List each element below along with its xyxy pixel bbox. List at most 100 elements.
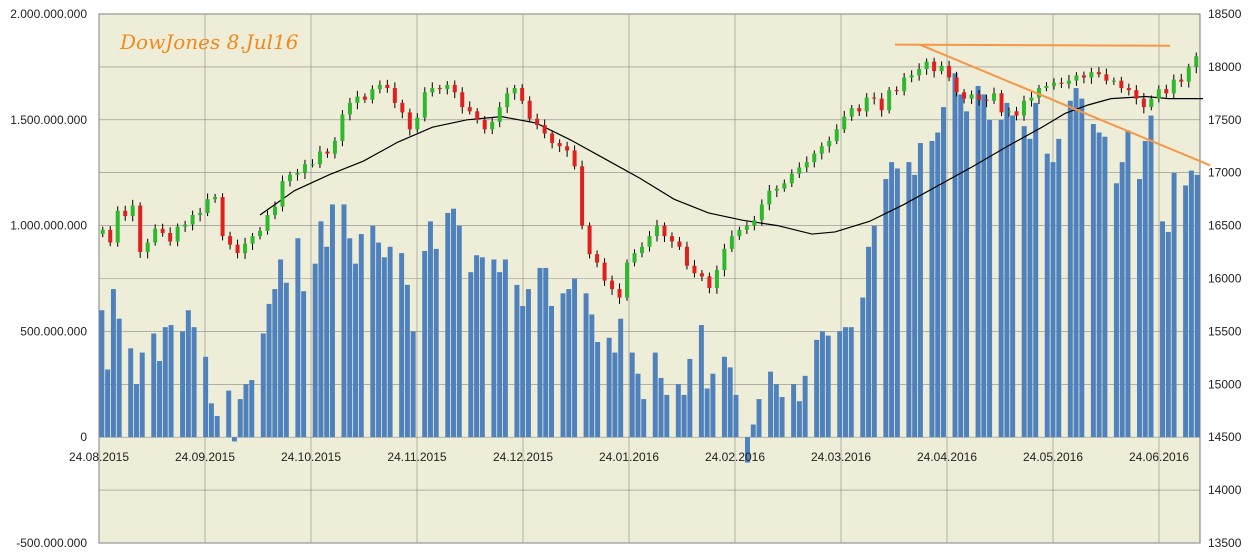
candle-body <box>632 253 637 263</box>
candle-body <box>699 273 704 277</box>
candle-body <box>527 100 532 119</box>
candle-body <box>1007 111 1012 113</box>
volume-bar <box>929 140 935 438</box>
volume-bar <box>894 168 900 438</box>
candle-body <box>602 262 607 281</box>
volume-bar <box>710 373 716 438</box>
candle-body <box>864 97 869 112</box>
x-tick-label: 24.10.2015 <box>281 450 341 464</box>
candle-body <box>430 88 435 93</box>
volume-bar <box>191 327 197 438</box>
volume-bar <box>727 367 733 438</box>
candle-body <box>587 225 592 255</box>
volume-bar <box>110 289 116 438</box>
right-tick-label: 18500 <box>1208 7 1242 21</box>
candle-body <box>273 206 278 216</box>
volume-bar <box>214 416 220 438</box>
candle-body <box>1096 72 1101 75</box>
volume-bar <box>1021 126 1027 438</box>
left-axis-ticks: 2.000.000.000 1.500.000.000 1.000.000.000 5… <box>10 7 87 550</box>
volume-bar <box>185 310 191 438</box>
candle-body <box>302 164 307 173</box>
volume-bar <box>589 314 595 438</box>
volume-bar <box>1188 170 1194 438</box>
left-tick-label: -500.000.000 <box>16 536 87 550</box>
candle-body <box>325 151 330 154</box>
x-tick-label: 24.11.2015 <box>387 450 446 464</box>
volume-bar <box>272 289 278 438</box>
candle-body <box>625 262 630 298</box>
volume-bar <box>208 403 214 438</box>
volume-bar <box>427 221 433 438</box>
x-tick-label: 24.08.2015 <box>69 450 129 464</box>
candle-body <box>572 150 577 167</box>
trendline-2 <box>919 43 1211 167</box>
volume-bar <box>324 246 330 438</box>
volume-bar <box>456 225 462 438</box>
x-tick-label: 24.06.2016 <box>1129 450 1189 464</box>
candle-body <box>1149 98 1154 108</box>
candle-body <box>265 215 270 231</box>
volume-bar <box>1090 124 1096 438</box>
candle-body <box>467 107 472 112</box>
candle-body <box>872 97 877 99</box>
candle-body <box>115 210 120 243</box>
candle-body <box>1164 89 1169 94</box>
volume-bar <box>572 278 578 438</box>
candle-body <box>999 93 1004 113</box>
candle-body <box>340 114 345 141</box>
volume-bar <box>237 399 243 438</box>
candle-body <box>213 197 218 200</box>
candle-body <box>145 242 150 253</box>
candle-body <box>168 233 173 242</box>
volume-bar <box>906 162 912 438</box>
volume-bar <box>704 388 710 438</box>
volume-bar <box>814 339 820 438</box>
volume-bar <box>231 437 237 442</box>
candle-body <box>1171 79 1176 94</box>
candle-body <box>355 96 360 103</box>
candle-body <box>654 225 659 237</box>
volume-bar <box>1194 174 1200 438</box>
candle-body <box>445 84 450 90</box>
volume-bar <box>1113 183 1119 438</box>
volume-bar <box>641 399 647 438</box>
candle-body <box>1021 100 1026 116</box>
candle-body <box>909 75 914 78</box>
volume-bar <box>917 143 923 438</box>
volume-bar <box>157 361 163 438</box>
volume-bar <box>1027 138 1033 438</box>
x-tick-label: 24.04.2016 <box>917 450 977 464</box>
left-tick-label: 1.000.000.000 <box>10 219 87 233</box>
volume-bar <box>162 327 168 438</box>
candle-body <box>385 84 390 89</box>
candle-body <box>744 225 749 230</box>
candle-body <box>1179 79 1184 82</box>
x-tick-label: 24.09.2015 <box>175 450 235 464</box>
volume-bar <box>537 267 543 438</box>
candle-body <box>228 236 233 245</box>
volume-bar <box>497 272 503 438</box>
candle-body <box>535 118 540 126</box>
candle-body <box>497 107 502 122</box>
volume-bar <box>358 234 364 438</box>
candle-body <box>662 225 667 237</box>
candle-body <box>377 84 382 90</box>
volume-bar <box>756 399 762 438</box>
candle-body <box>1156 89 1161 99</box>
volume-bar <box>733 394 739 438</box>
candle-body <box>1089 72 1094 78</box>
chart-title: DowJones 8.Jul16 <box>119 30 299 54</box>
volume-bar <box>468 272 474 438</box>
volume-bar <box>266 303 272 438</box>
volume-bar <box>843 327 848 438</box>
candle-body <box>1074 75 1079 81</box>
volume-bar <box>745 437 750 463</box>
candle-body <box>205 199 210 213</box>
volume-bars <box>99 73 1200 463</box>
volume-bar <box>404 284 410 438</box>
candle-body <box>707 276 712 289</box>
volume-bar <box>1160 221 1166 438</box>
x-axis-labels: 24.08.2015 24.09.2015 24.10.2015 24.11.2015… <box>69 450 1189 464</box>
candle-body <box>595 254 600 263</box>
